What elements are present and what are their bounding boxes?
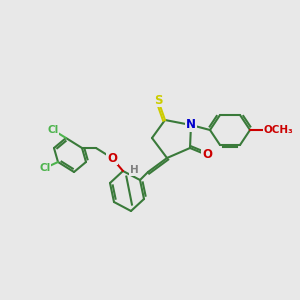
Text: N: N bbox=[186, 118, 196, 131]
Text: Cl: Cl bbox=[47, 125, 58, 135]
Text: O: O bbox=[202, 148, 212, 161]
Text: O: O bbox=[107, 152, 117, 164]
Text: S: S bbox=[154, 94, 162, 106]
Text: H: H bbox=[130, 165, 138, 175]
Text: Cl: Cl bbox=[39, 163, 51, 173]
Text: OCH₃: OCH₃ bbox=[263, 125, 293, 135]
